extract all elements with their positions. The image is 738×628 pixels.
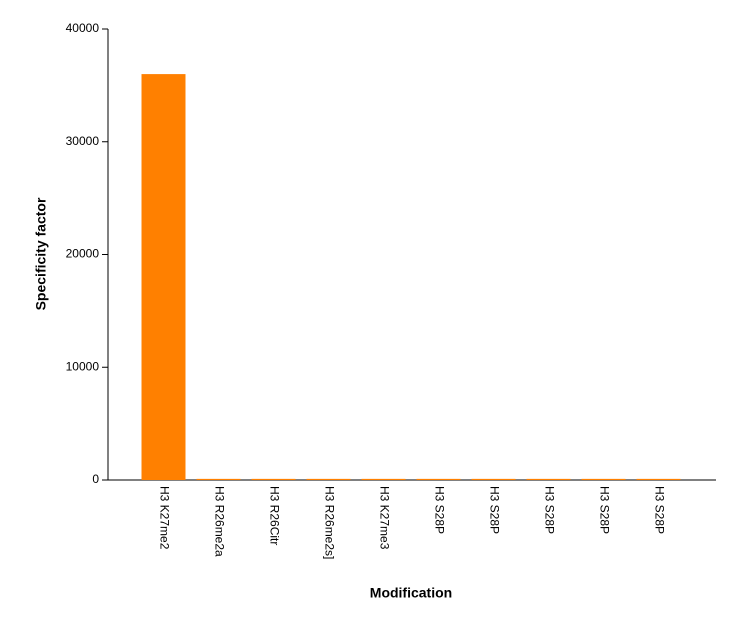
bar (416, 478, 461, 480)
x-axis-title: Modification (370, 585, 452, 601)
x-tick-label: H3 S28P (542, 486, 556, 534)
bar (636, 478, 681, 480)
bar (581, 478, 626, 480)
y-tick-label: 30000 (66, 134, 100, 148)
y-tick-label: 40000 (66, 21, 100, 35)
x-tick-label: H3 R26me2a (212, 486, 226, 557)
x-tick-label: H3 S28P (432, 486, 446, 534)
x-tick-label: H3 S28P (652, 486, 666, 534)
y-tick-label: 10000 (66, 359, 100, 373)
x-tick-label: H3 R26me2s] (322, 486, 336, 559)
x-tick-label: H3 K27me3 (377, 486, 391, 550)
bar (251, 478, 296, 480)
x-tick-label: H3 S28P (487, 486, 501, 534)
bar (361, 478, 406, 480)
bar (526, 478, 571, 480)
x-tick-label: H3 R26Citr (267, 486, 281, 545)
bar (141, 74, 186, 480)
y-tick-label: 20000 (66, 247, 100, 261)
y-tick-label: 0 (92, 472, 99, 486)
bar (306, 478, 351, 480)
bar (471, 478, 516, 480)
bar (196, 478, 241, 480)
x-tick-label: H3 S28P (597, 486, 611, 534)
x-tick-label: H3 K27me2 (157, 486, 171, 550)
y-axis-title: Specificity factor (33, 197, 49, 310)
